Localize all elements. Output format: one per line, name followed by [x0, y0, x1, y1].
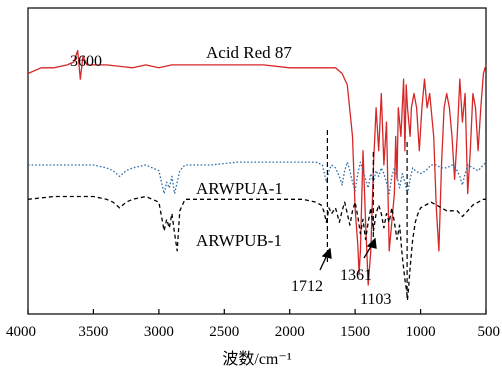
reference-lines [326, 130, 408, 298]
peak-label-3600: 3600 [70, 53, 102, 70]
series-layer [27, 49, 487, 301]
x-tick-label-2000: 2000 [275, 324, 305, 340]
peak-label-1361: 1361 [340, 267, 372, 284]
series-line-acid-red-87 [27, 49, 487, 286]
arrow-1361-head [366, 237, 377, 249]
x-axis-ticks: 4000 3500 3000 2500 2000 1500 1000 500 [6, 309, 500, 340]
series-label-acid-red-87: Acid Red 87 [206, 43, 292, 62]
peak-label-1712: 1712 [291, 278, 323, 295]
series-line-arwpub-1 [27, 195, 486, 301]
x-tick-label-1000: 1000 [406, 324, 436, 340]
x-tick-label-1500: 1500 [340, 324, 370, 340]
series-label-arwpub-1: ARWPUB-1 [196, 231, 282, 250]
x-axis-title: 波数/cm⁻¹ [222, 350, 291, 368]
series-line-arwpua-1 [28, 161, 487, 195]
peak-label-1103: 1103 [360, 291, 391, 308]
series-label-arwpua-1: ARWPUA-1 [196, 179, 283, 198]
x-tick-label-2500: 2500 [209, 324, 239, 340]
x-tick-label-4000: 4000 [6, 324, 36, 340]
arrow-1712-head [321, 247, 332, 259]
annotation-arrows [319, 237, 377, 271]
plot-frame [27, 7, 487, 315]
x-tick-label-3000: 3000 [144, 324, 174, 340]
x-tick-label-500: 500 [478, 324, 501, 340]
x-tick-label-3500: 3500 [78, 324, 108, 340]
